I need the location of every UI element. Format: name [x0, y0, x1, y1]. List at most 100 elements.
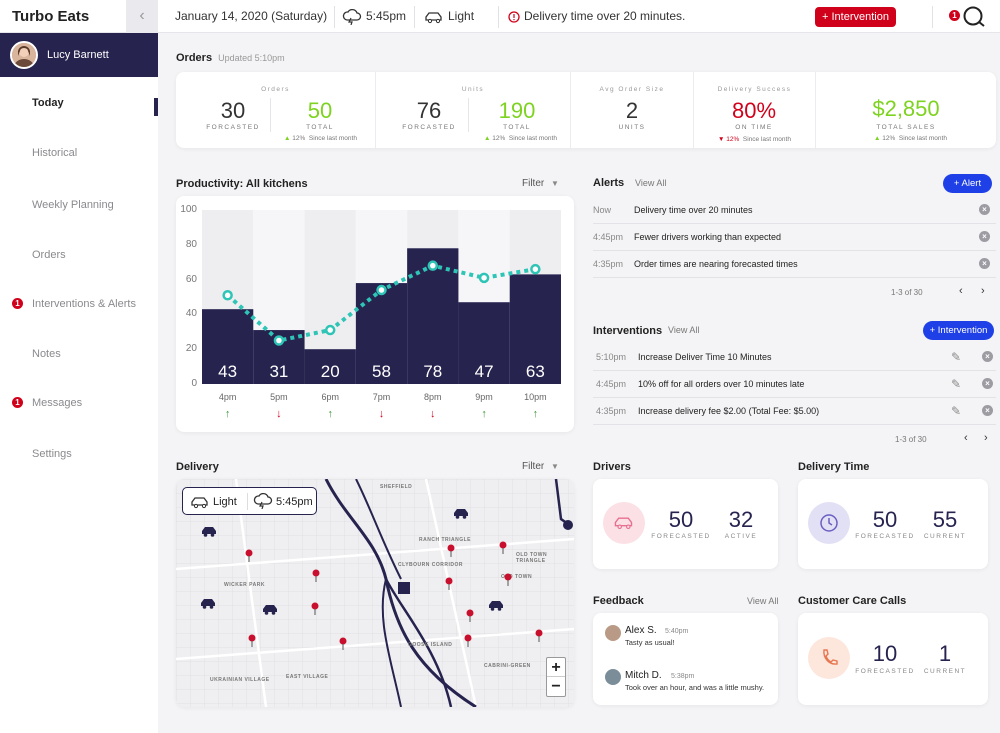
- intervention-row[interactable]: 5:10pm Increase Deliver Time 10 Minutes …: [593, 344, 996, 371]
- nav-item-weekly-planning[interactable]: Weekly Planning: [32, 199, 114, 211]
- productivity-filter[interactable]: Filter ▼: [522, 178, 559, 189]
- map-pin-icon[interactable]: [244, 549, 254, 563]
- y-tick-label: 40: [185, 308, 197, 320]
- map-pin-icon[interactable]: [338, 637, 348, 651]
- feedback-card: Alex S. 5:40pm Tasty as usual! Mitch D. …: [593, 613, 778, 705]
- nav-item-notes[interactable]: Notes: [32, 348, 61, 360]
- y-tick-label: 80: [185, 238, 197, 250]
- stat-avg-order-value: 2: [625, 98, 639, 123]
- avatar: [605, 625, 621, 641]
- map-pin-icon[interactable]: [534, 629, 544, 643]
- nav-item-settings[interactable]: Settings: [32, 448, 72, 460]
- line-point[interactable]: [427, 260, 439, 271]
- bar-7pm[interactable]: [355, 283, 408, 384]
- nav-item-today[interactable]: Today: [32, 97, 64, 109]
- feedback-view-all[interactable]: View All: [747, 596, 779, 606]
- delivery-filter[interactable]: Filter ▼: [522, 461, 559, 472]
- bar-value-label: 31: [269, 362, 288, 381]
- bar-4pm[interactable]: [202, 309, 254, 384]
- dismiss-icon[interactable]: ×: [979, 204, 990, 215]
- chevron-right-icon[interactable]: ›: [984, 432, 988, 444]
- bar-value-label: 63: [526, 362, 545, 381]
- topbar-alert[interactable]: Delivery time over 20 minutes.: [508, 0, 685, 33]
- chevron-right-icon[interactable]: ›: [981, 285, 985, 297]
- delivery-map[interactable]: SHEFFIELD RANCH TRIANGLE CLYBOURN CORRID…: [176, 479, 574, 707]
- line-point[interactable]: [376, 284, 387, 296]
- zoom-out-button[interactable]: −: [551, 678, 561, 695]
- stat-units-total: 190: [498, 98, 536, 123]
- user-profile[interactable]: Lucy Barnett: [0, 33, 158, 77]
- map-pin-icon[interactable]: [498, 541, 508, 555]
- x-tick-label: 6pm: [321, 392, 339, 402]
- edit-pencil-icon[interactable]: ✎: [951, 350, 962, 364]
- map-pin-icon[interactable]: [311, 569, 321, 583]
- x-tick-label: 5pm: [270, 392, 288, 402]
- active-nav-indicator: [154, 98, 158, 116]
- intervention-row[interactable]: 4:35pm Increase delivery fee $2.00 (Tota…: [593, 398, 996, 425]
- nav-item-interventions-alerts[interactable]: Interventions & Alerts: [32, 298, 136, 310]
- dismiss-icon[interactable]: ×: [979, 258, 990, 269]
- y-tick-label: 100: [180, 204, 197, 215]
- care-calls-title: Customer Care Calls: [798, 595, 907, 607]
- driver-car-icon[interactable]: [201, 526, 217, 538]
- line-point[interactable]: [324, 324, 336, 336]
- intervention-row[interactable]: 4:45pm 10% off for all orders over 10 mi…: [593, 371, 996, 398]
- driver-car-icon[interactable]: [488, 600, 504, 612]
- dismiss-icon[interactable]: ×: [982, 378, 993, 389]
- alert-row[interactable]: 4:35pm Order times are nearing forecaste…: [593, 251, 996, 278]
- bar-9pm[interactable]: [458, 302, 510, 384]
- line-point[interactable]: [530, 263, 541, 275]
- arrow-down-icon: ↓: [276, 408, 282, 420]
- nav-item-historical[interactable]: Historical: [32, 147, 78, 159]
- nav-item-messages[interactable]: Messages: [32, 397, 83, 409]
- phone-icon: [808, 637, 850, 679]
- alerts-view-all[interactable]: View All: [635, 178, 667, 188]
- driver-car-icon[interactable]: [453, 508, 469, 520]
- nav-item-orders[interactable]: Orders: [32, 249, 66, 261]
- map-zoom-controls: + −: [546, 657, 566, 697]
- map-pin-icon[interactable]: [446, 544, 456, 558]
- weather-status: 5:45pm: [342, 0, 406, 33]
- driver-car-icon[interactable]: [262, 604, 278, 616]
- alert-row[interactable]: Now Delivery time over 20 minutes ×: [593, 197, 996, 224]
- collapse-sidebar-button[interactable]: ‹: [126, 0, 158, 33]
- add-alert-button[interactable]: + Alert: [943, 174, 992, 193]
- chevron-left-icon[interactable]: ‹: [959, 285, 963, 297]
- map-canvas: [176, 479, 574, 707]
- car-icon: [425, 12, 442, 23]
- map-pin-icon[interactable]: [465, 609, 475, 623]
- chat-icon[interactable]: [961, 6, 987, 28]
- topbar-intervention-button[interactable]: + Intervention: [815, 7, 896, 27]
- drivers-active: 32: [728, 507, 754, 532]
- feedback-title: Feedback: [593, 595, 644, 607]
- driver-car-icon[interactable]: [200, 598, 216, 610]
- edit-pencil-icon[interactable]: ✎: [951, 377, 962, 391]
- line-point[interactable]: [222, 290, 233, 301]
- interventions-title: Interventions: [593, 325, 663, 337]
- stat-label: Orders: [261, 86, 290, 93]
- top-bar: Turbo Eats ‹ January 14, 2020 (Saturday)…: [0, 0, 1000, 33]
- chevron-left-icon[interactable]: ‹: [964, 432, 968, 444]
- map-pin-icon[interactable]: [503, 573, 513, 587]
- map-pin-icon[interactable]: [310, 602, 320, 616]
- dismiss-icon[interactable]: ×: [979, 231, 990, 242]
- bar-10pm[interactable]: [509, 274, 561, 384]
- interventions-pager: 1-3 of 30: [895, 435, 927, 444]
- x-tick-label: 8pm: [424, 392, 442, 402]
- dismiss-icon[interactable]: ×: [982, 405, 993, 416]
- map-pin-icon[interactable]: [463, 634, 473, 648]
- interventions-view-all[interactable]: View All: [668, 325, 700, 335]
- edit-pencil-icon[interactable]: ✎: [951, 404, 962, 418]
- line-point[interactable]: [273, 335, 285, 346]
- dismiss-icon[interactable]: ×: [982, 351, 993, 362]
- add-intervention-button[interactable]: + Intervention: [923, 321, 994, 340]
- alert-row[interactable]: 4:45pm Fewer drivers working than expect…: [593, 224, 996, 251]
- zoom-in-button[interactable]: +: [547, 658, 565, 677]
- care-calls-forecasted: 10: [872, 641, 898, 666]
- map-pin-icon[interactable]: [444, 577, 454, 591]
- drivers-forecasted: 50: [668, 507, 694, 532]
- bar-6pm[interactable]: [304, 349, 356, 384]
- map-pin-icon[interactable]: [247, 634, 257, 648]
- bar-value-label: 20: [321, 362, 340, 381]
- line-point[interactable]: [478, 272, 490, 284]
